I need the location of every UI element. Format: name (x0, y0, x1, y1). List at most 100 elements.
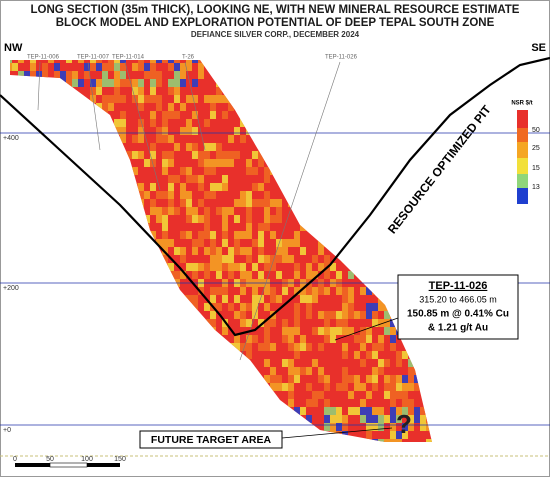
callout-leader (334, 317, 399, 341)
model-block (390, 439, 396, 442)
model-block (150, 151, 156, 159)
model-block (210, 111, 216, 119)
model-block (300, 407, 306, 415)
model-block (390, 375, 396, 383)
model-block (156, 135, 162, 143)
model-block (216, 159, 222, 167)
model-block (336, 407, 342, 415)
model-block (336, 311, 342, 319)
model-block (234, 239, 240, 247)
model-block (270, 255, 276, 263)
model-block (192, 271, 198, 279)
model-block (114, 60, 120, 63)
model-block (270, 231, 276, 239)
model-block (306, 271, 312, 279)
model-block (120, 71, 126, 79)
model-block (258, 343, 264, 351)
model-block (336, 271, 342, 279)
model-block (408, 359, 414, 367)
model-block (30, 60, 36, 63)
elevation-label: +400 (3, 135, 19, 142)
model-block (216, 143, 222, 151)
model-block (390, 415, 396, 423)
model-block (162, 60, 168, 63)
model-block (138, 103, 144, 111)
model-block (192, 79, 198, 87)
model-block (120, 95, 126, 103)
model-block (342, 327, 348, 335)
model-block (246, 271, 252, 279)
model-block (210, 311, 216, 319)
model-block (396, 383, 402, 391)
model-block (306, 383, 312, 391)
model-block (234, 127, 240, 135)
model-block (348, 303, 354, 311)
model-block (210, 191, 216, 199)
model-block (96, 87, 102, 95)
model-block (312, 359, 318, 367)
model-block (366, 423, 372, 431)
model-block (396, 391, 402, 399)
model-block (360, 399, 366, 407)
model-block (402, 375, 408, 383)
model-block (270, 295, 276, 303)
model-block (276, 199, 282, 207)
direction-left: NW (4, 42, 23, 54)
model-block (258, 151, 264, 159)
model-block (186, 119, 192, 127)
model-block (180, 247, 186, 255)
model-block (294, 351, 300, 359)
model-block (270, 263, 276, 271)
model-block (168, 199, 174, 207)
model-block (354, 375, 360, 383)
model-block (12, 63, 18, 71)
model-block (402, 391, 408, 399)
model-block (234, 151, 240, 159)
model-block (264, 287, 270, 295)
model-block (390, 343, 396, 351)
callout-grade: & 1.21 g/t Au (428, 323, 488, 334)
model-block (318, 311, 324, 319)
model-block (174, 175, 180, 183)
model-block (198, 159, 204, 167)
model-block (324, 255, 330, 263)
model-block (168, 191, 174, 199)
model-block (228, 135, 234, 143)
model-block (18, 71, 24, 79)
model-block (228, 271, 234, 279)
model-block (150, 111, 156, 119)
model-block (228, 263, 234, 271)
model-block (168, 63, 174, 71)
model-block (378, 303, 384, 311)
model-block (180, 199, 186, 207)
model-block (288, 367, 294, 375)
model-block (252, 303, 258, 311)
model-block (378, 407, 384, 415)
model-block (180, 271, 186, 279)
model-block (186, 60, 192, 63)
model-block (348, 287, 354, 295)
model-block (336, 327, 342, 335)
model-block (384, 415, 390, 423)
model-block (318, 247, 324, 255)
model-block (132, 87, 138, 95)
model-block (402, 383, 408, 391)
model-block (150, 119, 156, 127)
model-block (150, 199, 156, 207)
scale-bar (15, 462, 120, 468)
model-block (354, 311, 360, 319)
model-block (372, 367, 378, 375)
model-block (312, 255, 318, 263)
drill-hole-label: TEP-11-014 (112, 55, 145, 61)
model-block (210, 183, 216, 191)
model-block (198, 183, 204, 191)
model-block (186, 191, 192, 199)
model-block (426, 439, 432, 442)
model-block (216, 87, 222, 95)
model-block (384, 327, 390, 335)
model-block (330, 415, 336, 423)
model-block (246, 191, 252, 199)
drill-hole-label: TEP-11-006 (27, 55, 60, 61)
model-block (156, 60, 162, 63)
model-block (222, 111, 228, 119)
